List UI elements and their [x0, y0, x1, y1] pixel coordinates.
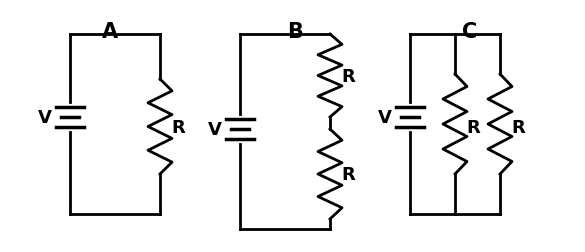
Text: V: V [38, 109, 52, 127]
Text: R: R [171, 118, 185, 137]
Text: R: R [341, 165, 355, 183]
Text: R: R [466, 118, 480, 137]
Text: V: V [378, 109, 392, 127]
Text: V: V [208, 120, 222, 138]
Text: B: B [287, 22, 303, 42]
Text: R: R [511, 118, 525, 137]
Text: C: C [462, 22, 477, 42]
Text: A: A [102, 22, 118, 42]
Text: R: R [341, 68, 355, 86]
